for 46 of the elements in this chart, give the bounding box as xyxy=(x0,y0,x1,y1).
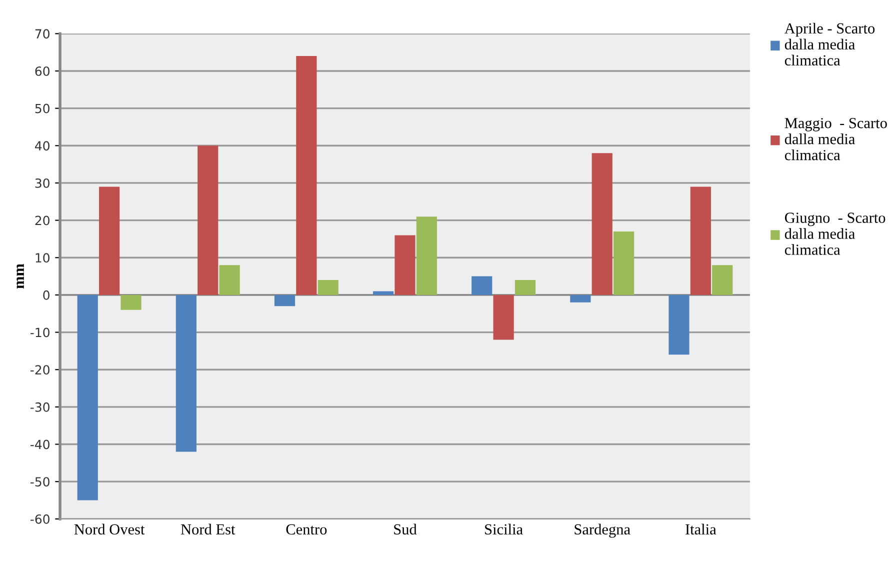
bar xyxy=(77,294,98,500)
y-tick-label: -20 xyxy=(30,365,50,375)
y-tick-label: -30 xyxy=(30,402,50,412)
bar xyxy=(99,186,120,295)
x-tick-label: Sud xyxy=(394,524,417,535)
bar xyxy=(274,294,296,306)
y-tick-label: 0 xyxy=(43,290,50,300)
bar xyxy=(373,291,394,295)
y-tick-label: -10 xyxy=(30,328,50,338)
bar xyxy=(198,146,218,295)
bar xyxy=(416,216,437,295)
bar xyxy=(318,280,338,295)
bar xyxy=(120,294,142,310)
bar xyxy=(394,235,416,295)
y-tick-label: 40 xyxy=(35,141,50,151)
x-tick-label: Italia xyxy=(686,524,716,535)
bar xyxy=(296,56,317,295)
y-tick-label: -40 xyxy=(30,440,50,450)
y-tick-label: -50 xyxy=(30,477,50,487)
x-tick-label: Nord Est xyxy=(180,524,236,535)
bar xyxy=(493,294,514,340)
legend-label: Giugno - Scarto dalla media climatica xyxy=(784,212,886,255)
bar xyxy=(472,276,492,295)
bar xyxy=(570,294,591,302)
bar xyxy=(219,265,240,295)
y-tick-label: 10 xyxy=(36,253,50,263)
x-tick-label: Nord Ovest xyxy=(74,524,145,535)
bar xyxy=(712,265,733,295)
bar xyxy=(176,294,196,452)
legend-label: Maggio - Scarto dalla media climatica xyxy=(784,118,887,160)
x-tick-label: Sicilia xyxy=(485,524,523,535)
bar xyxy=(592,153,612,295)
y-tick-label: 50 xyxy=(35,104,50,114)
y-tick-label: 70 xyxy=(35,29,50,39)
bar xyxy=(613,232,634,295)
y-tick-label: 30 xyxy=(35,178,50,188)
bar xyxy=(514,280,536,295)
y-tick-label: -60 xyxy=(30,514,50,524)
bar xyxy=(690,186,711,295)
y-axis-title: mm xyxy=(16,264,24,289)
y-tick-label: 60 xyxy=(35,66,50,76)
legend-label: Aprile - Scarto dalla media climatica xyxy=(784,22,875,66)
x-tick-label: Sardegna xyxy=(574,524,630,538)
x-tick-label: Centro xyxy=(286,524,327,535)
y-tick-label: 20 xyxy=(35,216,50,226)
bar xyxy=(668,294,690,355)
